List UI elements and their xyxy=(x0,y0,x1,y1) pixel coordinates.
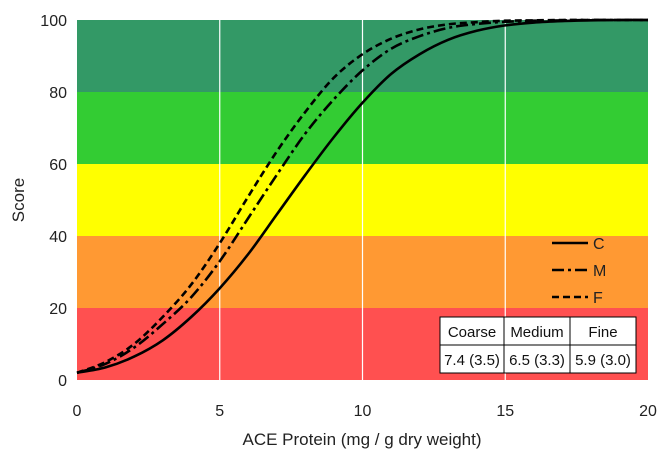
y-tick-labels: 0 20 40 60 80 100 xyxy=(40,13,67,390)
y-axis-title: Score xyxy=(9,178,28,222)
x-tick-label: 10 xyxy=(354,403,372,420)
y-tick-label: 40 xyxy=(49,229,67,246)
table-value-fine: 5.9 (3.0) xyxy=(575,352,631,369)
y-tick-label: 80 xyxy=(49,85,67,102)
y-tick-label: 20 xyxy=(49,301,67,318)
y-tick-label: 100 xyxy=(40,13,67,30)
table-value-medium: 6.5 (3.3) xyxy=(509,352,565,369)
table-value-coarse: 7.4 (3.5) xyxy=(444,352,500,369)
y-tick-label: 0 xyxy=(58,373,67,390)
summary-table: Coarse Medium Fine 7.4 (3.5) 6.5 (3.3) 5… xyxy=(439,316,637,374)
legend-label-f: F xyxy=(593,290,603,307)
curves xyxy=(76,18,649,375)
legend: CMF xyxy=(552,236,606,307)
legend-label-m: M xyxy=(593,263,606,280)
x-tick-labels: 0 5 10 15 20 xyxy=(73,403,657,420)
table-header-coarse: Coarse xyxy=(448,324,496,341)
x-tick-label: 15 xyxy=(496,403,514,420)
legend-label-c: C xyxy=(593,236,605,253)
x-tick-label: 20 xyxy=(639,403,657,420)
table-header-medium: Medium xyxy=(510,324,563,341)
series-line-f xyxy=(76,18,648,375)
y-tick-label: 60 xyxy=(49,157,67,174)
x-axis-title: ACE Protein (mg / g dry weight) xyxy=(242,430,481,449)
x-tick-label: 0 xyxy=(73,403,82,420)
x-tick-label: 5 xyxy=(215,403,224,420)
table-header-fine: Fine xyxy=(588,324,617,341)
